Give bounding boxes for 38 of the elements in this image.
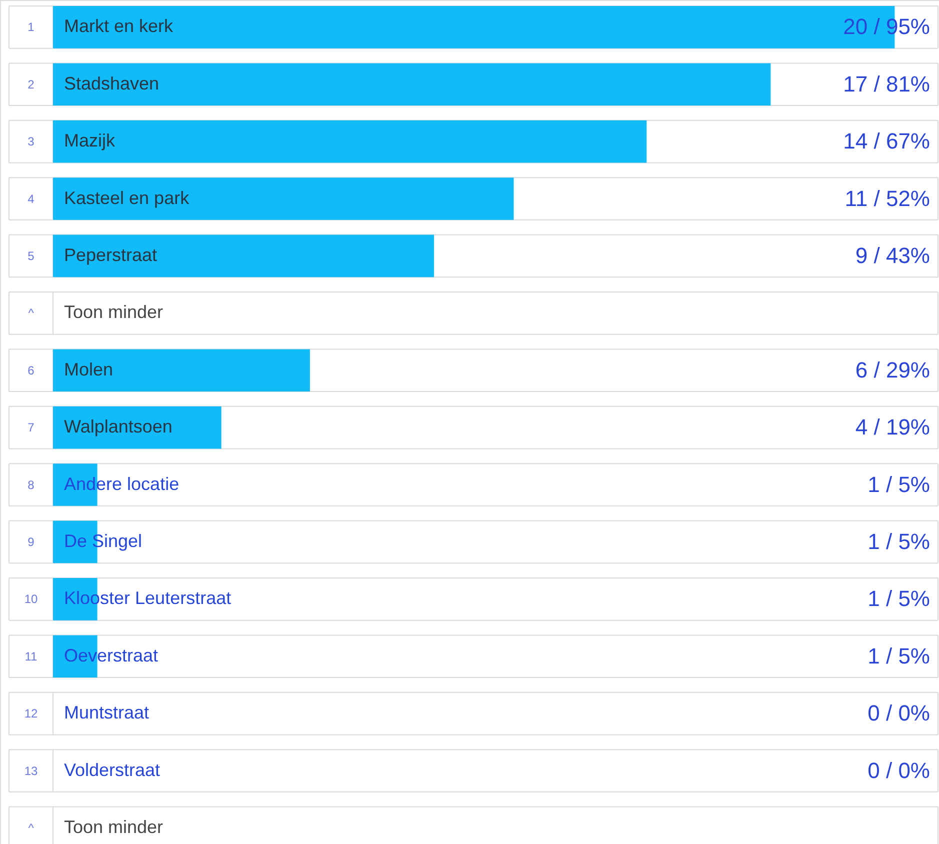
data-label: 17 / 81%	[843, 71, 930, 96]
text: 3	[28, 134, 35, 149]
y-tick-label: Stadshaven	[64, 73, 160, 94]
y-tick-label: Mazijk	[64, 130, 116, 151]
data-label: 0 / 0%	[868, 700, 930, 726]
text: ^	[28, 820, 34, 835]
text: 10	[24, 592, 38, 606]
data-label: 1 / 5%	[868, 528, 930, 554]
data-label: 11 / 52%	[844, 186, 930, 211]
y-tick-label: Molen	[64, 359, 114, 380]
text: 4	[28, 192, 35, 206]
data-label: 1 / 5%	[868, 586, 930, 612]
text: 9	[28, 534, 35, 549]
text: 5	[28, 248, 35, 263]
y-tick-label: Markt en kerk	[64, 16, 174, 36]
data-label: 1 / 5%	[868, 643, 930, 668]
y-tick-label: Volderstraat	[64, 760, 160, 780]
data-label: 0 / 0%	[868, 758, 930, 783]
annotation: Toon minder	[64, 816, 164, 837]
text: 7	[28, 420, 35, 435]
text: 8	[28, 478, 35, 492]
data-label: 14 / 67%	[843, 128, 930, 154]
data-label: 1 / 5%	[868, 472, 930, 497]
data-label: 4 / 19%	[855, 414, 930, 440]
text: 6	[28, 363, 35, 378]
text: 13	[24, 764, 38, 778]
annotation: Toon minder	[64, 302, 164, 322]
data-label: 9 / 43%	[855, 242, 930, 268]
y-tick-label: Peperstraat	[64, 244, 158, 265]
data-label: 6 / 29%	[855, 357, 930, 382]
text: 11	[24, 649, 38, 664]
y-tick-label: Walplantsoen	[64, 416, 172, 437]
y-tick-label: Muntstraat	[64, 702, 150, 723]
text: ^	[28, 306, 34, 320]
y-tick-label: Kasteel en park	[64, 188, 190, 208]
text: 2	[28, 77, 35, 92]
text: 1	[28, 20, 35, 34]
text: 12	[24, 706, 38, 721]
